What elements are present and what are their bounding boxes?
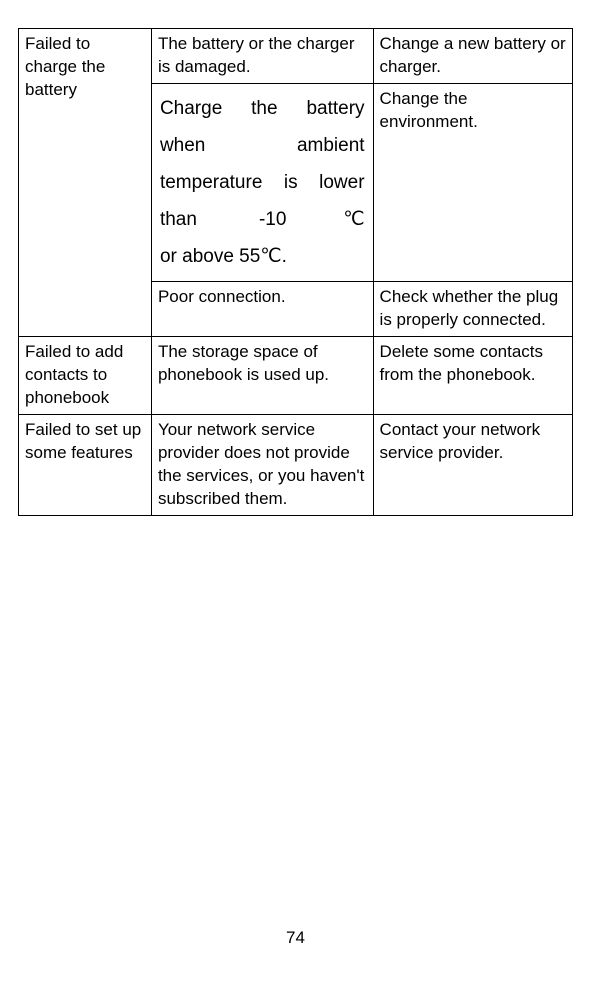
cause-cell: Your network service provider does not p…	[151, 414, 373, 515]
troubleshooting-table: Failed to charge the battery The battery…	[18, 28, 573, 516]
table-row: Failed to charge the battery The battery…	[19, 29, 573, 84]
solution-cell: Change the environment.	[373, 83, 572, 281]
table-row: Failed to add contacts to phonebook The …	[19, 336, 573, 414]
solution-cell: Check whether the plug is properly conne…	[373, 282, 572, 337]
page-container: Failed to charge the battery The battery…	[0, 0, 591, 516]
solution-cell: Delete some contacts from the phonebook.	[373, 336, 572, 414]
cause-cell: Poor connection.	[151, 282, 373, 337]
problem-cell: Failed to add contacts to phonebook	[19, 336, 152, 414]
problem-cell: Failed to charge the battery	[19, 29, 152, 337]
solution-cell: Contact your network service provider.	[373, 414, 572, 515]
table-row: Failed to set up some features Your netw…	[19, 414, 573, 515]
solution-cell: Change a new battery or charger.	[373, 29, 572, 84]
cause-cell: Charge the battery when ambient temperat…	[151, 83, 373, 281]
cause-cell: The storage space of phonebook is used u…	[151, 336, 373, 414]
problem-cell: Failed to set up some features	[19, 414, 152, 515]
page-number: 74	[0, 928, 591, 948]
cause-cell: The battery or the charger is damaged.	[151, 29, 373, 84]
